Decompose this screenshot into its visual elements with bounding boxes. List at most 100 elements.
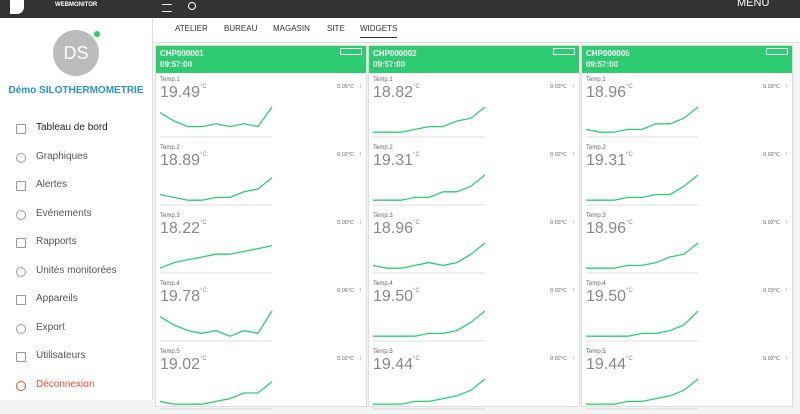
- sensor-delta: 0.06°C: [337, 288, 354, 294]
- sensor-label: Temp.1: [160, 77, 180, 83]
- sensor-row: Temp.2 19.31°C 0.02°C ↑: [369, 142, 579, 210]
- search[interactable]: [188, 2, 196, 10]
- sparkline: [373, 378, 486, 410]
- sensor-row: Temp.3 18.22°C 0.00°C ↑: [156, 210, 366, 278]
- tab[interactable]: MAGASIN: [273, 24, 310, 33]
- menu-item[interactable]: Evénements: [36, 207, 92, 219]
- hamburger[interactable]: [162, 4, 172, 12]
- menu-item[interactable]: Graphiques: [36, 150, 88, 162]
- user-name: Démo SILOTHERMOMETRIE: [8, 85, 144, 96]
- menu-icon: [16, 352, 26, 362]
- logo: [10, 0, 24, 14]
- sensor-delta: 0.02°C: [550, 152, 567, 158]
- value-number: 19.49: [160, 84, 201, 101]
- menu-item[interactable]: Appareils: [36, 293, 78, 304]
- tab[interactable]: WIDGETS: [360, 24, 398, 38]
- value-unit: °C: [200, 152, 207, 158]
- sparkline: [373, 174, 486, 206]
- tab[interactable]: BUREAU: [224, 24, 258, 33]
- sensor-value: 18.82°C: [373, 84, 420, 102]
- value-unit: °C: [413, 84, 420, 90]
- sensor-value: 18.96°C: [586, 84, 633, 102]
- sparkline-line: [373, 242, 486, 269]
- sparkline-line: [586, 310, 699, 337]
- menu-item[interactable]: Utilisateurs: [36, 350, 86, 361]
- sparkline: [160, 381, 273, 410]
- sparkline: [160, 106, 273, 138]
- widget-card: CHP000002 09:57:00 Temp.1 18.82°C 0.03°C ↑ Tem…: [368, 45, 580, 410]
- widget-icons[interactable]: [766, 48, 788, 55]
- value-number: 19.31: [586, 152, 627, 169]
- widget-header: CHP000001 09:57:00: [156, 46, 366, 73]
- sensor-delta: 0.03°C: [763, 84, 780, 90]
- sensor-label: Temp.2: [586, 145, 606, 151]
- status-dot: [94, 31, 100, 37]
- sparkline-line: [373, 310, 486, 337]
- sensor-label: Temp.4: [160, 281, 180, 287]
- sensor-value: 19.50°C: [373, 288, 420, 306]
- menu-item[interactable]: Unités monitorées: [36, 264, 117, 276]
- sparkline: [586, 106, 699, 138]
- sensor-value: 19.78°C: [160, 288, 207, 306]
- widget-time: 09:57:00: [586, 60, 619, 69]
- tab[interactable]: ATELIER: [175, 24, 208, 33]
- sensor-delta: 0.02°C: [550, 288, 567, 294]
- sparkline-line: [586, 106, 699, 133]
- widget-time: 09:57:00: [373, 60, 406, 69]
- sensor-row: Temp.4 19.78°C 0.06°C ↑: [156, 278, 366, 346]
- sensor-delta: 0.03°C: [550, 84, 567, 90]
- sparkline: [160, 310, 273, 342]
- sparkline: [586, 174, 699, 206]
- sensor-value: 19.44°C: [373, 356, 420, 374]
- sensor-value: 19.44°C: [586, 356, 633, 374]
- value-unit: °C: [626, 152, 633, 158]
- menu-item[interactable]: Rapports: [36, 236, 77, 247]
- sensor-value: 19.49°C: [160, 84, 207, 102]
- menu-icon: [16, 181, 26, 191]
- trend-arrow: ↑: [571, 287, 576, 294]
- sensor-label: Temp.1: [373, 77, 393, 83]
- widget-header: CHP000005 09:57:00: [582, 46, 792, 73]
- sensor-label: Temp.2: [160, 145, 180, 151]
- sensor-row: Temp.5 19.02°C 0.02°C ↑: [156, 346, 366, 414]
- widget-card: CHP000001 09:57:00 Temp.1 19.49°C 0.05°C ↑ Tem…: [155, 45, 367, 410]
- trend-arrow: ↑: [358, 287, 363, 294]
- value-unit: °C: [200, 84, 207, 90]
- value-unit: °C: [200, 220, 207, 226]
- value-unit: °C: [413, 288, 420, 294]
- tab[interactable]: SITE: [327, 24, 345, 33]
- trend-arrow: ↑: [784, 219, 789, 226]
- value-unit: °C: [413, 220, 420, 226]
- sensor-value: 18.22°C: [160, 220, 207, 238]
- widget-icons[interactable]: [553, 48, 575, 55]
- value-unit: °C: [626, 84, 633, 90]
- trend-arrow: ↑: [358, 151, 363, 158]
- sparkline-line: [586, 174, 699, 201]
- sparkline-line: [586, 242, 699, 269]
- value-number: 19.31: [373, 152, 414, 169]
- widget-icons[interactable]: [340, 48, 362, 55]
- menu-item[interactable]: Tableau de bord: [36, 122, 108, 133]
- sensor-row: Temp.2 18.89°C 0.02°C ↑: [156, 142, 366, 210]
- value-number: 18.96: [586, 84, 627, 101]
- menu-item[interactable]: Export: [36, 321, 65, 333]
- sensor-row: Temp.3 18.96°C 0.02°C ↑: [582, 210, 792, 278]
- trend-arrow: ↑: [358, 355, 363, 362]
- sensor-label: Temp.4: [586, 281, 606, 287]
- sensor-row: Temp.4 19.50°C 0.02°C ↑: [369, 278, 579, 346]
- value-number: 19.78: [160, 288, 201, 305]
- menu-item[interactable]: Déconnexion: [36, 378, 95, 390]
- menu-item[interactable]: Alertes: [36, 179, 68, 190]
- value-number: 18.96: [373, 220, 414, 237]
- sparkline-line: [160, 106, 273, 128]
- trend-arrow: ↑: [571, 83, 576, 90]
- menu-button[interactable]: MENU: [737, 0, 770, 9]
- sensor-label: Temp.2: [373, 145, 393, 151]
- sensor-delta: 0.03°C: [763, 288, 780, 294]
- sensor-row: Temp.2 19.31°C 0.02°C ↑: [582, 142, 792, 210]
- widget-card: CHP000005 09:57:00 Temp.1 18.96°C 0.03°C ↑ Tem…: [581, 45, 793, 410]
- sensor-value: 18.96°C: [586, 220, 633, 238]
- sensor-delta: 0.02°C: [763, 220, 780, 226]
- value-unit: °C: [626, 356, 633, 362]
- tab-bar: ATELIER BUREAU MAGASIN SITE WIDGETS: [153, 18, 800, 43]
